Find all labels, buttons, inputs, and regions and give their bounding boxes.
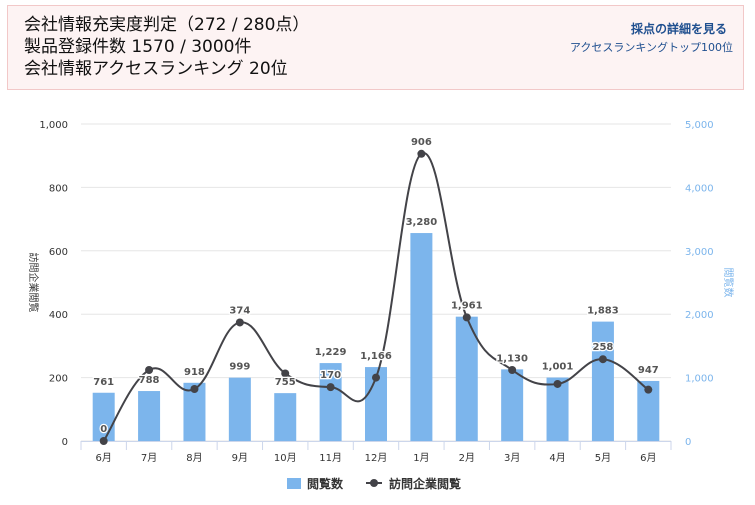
line-point [235,318,244,327]
legend-bar-label: 閲覧数 [307,476,344,491]
legend-bar-swatch [287,478,301,489]
line-point [598,355,607,364]
legend-line-label: 訪問企業閲覧 [389,476,461,491]
bar [274,393,297,441]
x-tick-label: 9月 [232,452,248,464]
x-tick-label: 12月 [365,452,388,464]
bar-data-label: 918 [184,367,205,378]
y-right-tick-label: 2,000 [685,310,714,321]
bar-data-label: 947 [638,365,659,376]
line-data-label: 906 [411,137,432,148]
y-left-tick-label: 0 [62,437,68,448]
y-left-axis-title: 訪問企業閲覧 [27,253,40,313]
y-right-tick-label: 4,000 [685,183,714,194]
line-point [508,365,517,374]
bar-data-label: 1,883 [587,306,619,317]
x-tick-label: 8月 [186,452,202,464]
bar [319,363,342,441]
legend-line-marker [370,479,378,487]
bar [455,316,478,441]
line-data-label: 374 [229,305,250,316]
bar-data-label: 761 [93,377,114,388]
line-point [462,313,471,322]
y-right-tick-label: 3,000 [685,247,714,258]
y-left-tick-label: 400 [49,310,68,321]
line-point [644,385,653,394]
bar-data-label: 1,130 [496,353,528,364]
y-left-tick-label: 600 [49,247,68,258]
ranking-top100-link[interactable]: アクセスランキングトップ100位 [569,41,733,54]
y-left-tick-label: 1,000 [39,120,68,131]
y-right-axis-title: 閲覧数 [722,268,735,298]
bar-data-label: 755 [275,377,296,388]
profile-score-title: 会社情報充実度判定（272 / 280点） [24,15,310,35]
line-point [417,149,426,158]
bar-data-label: 1,001 [542,362,574,373]
product-count-title: 製品登録件数 1570 / 3000件 [24,37,252,57]
line-point [372,373,380,382]
company-info-panel: 会社情報充実度判定（272 / 280点） 製品登録件数 1570 / 3000… [7,5,744,90]
x-tick-label: 7月 [141,452,157,464]
bar-data-label: 1,166 [360,351,392,362]
line-data-label: 0 [100,424,107,435]
x-tick-label: 11月 [319,452,342,464]
bar-data-label: 3,280 [406,217,438,228]
x-tick-label: 6月 [96,452,112,464]
bar-data-label: 999 [229,362,250,373]
bar [591,321,614,441]
bar-data-label: 1,961 [451,301,483,312]
line-data-label: 258 [592,342,613,353]
x-tick-label: 3月 [504,452,520,464]
line-point [99,437,108,445]
bar [183,382,206,441]
line-point [326,383,335,392]
line-data-label: 170 [320,370,341,381]
x-tick-label: 1月 [413,452,429,464]
bar [410,233,433,441]
x-tick-label: 5月 [595,452,611,464]
y-right-tick-label: 1,000 [685,374,714,385]
bar [546,377,569,441]
x-tick-label: 10月 [274,452,297,464]
bar-data-label: 788 [139,375,160,386]
bar [501,369,524,441]
line-point [145,365,154,374]
line-point [190,385,199,394]
y-left-tick-label: 200 [49,374,68,385]
y-right-tick-label: 0 [685,437,691,448]
line-point [281,369,290,378]
x-tick-label: 6月 [640,452,656,464]
bar [637,380,660,441]
access-chart: 0 200 400 600 800 1,000 0 1,000 2,000 3,000 4,000 5… [27,120,735,491]
x-tick-label: 4月 [549,452,565,464]
y-left-tick-label: 800 [49,183,68,194]
bar [228,377,251,441]
y-right-tick-label: 5,000 [685,120,714,131]
x-tick-label: 2月 [459,452,475,464]
bar-data-label: 1,229 [315,347,347,358]
bar [365,367,387,441]
score-details-link[interactable]: 採点の詳細を見る [630,22,727,36]
bar [138,391,161,441]
access-ranking-title: 会社情報アクセスランキング 20位 [24,59,288,79]
line-point [553,379,562,388]
